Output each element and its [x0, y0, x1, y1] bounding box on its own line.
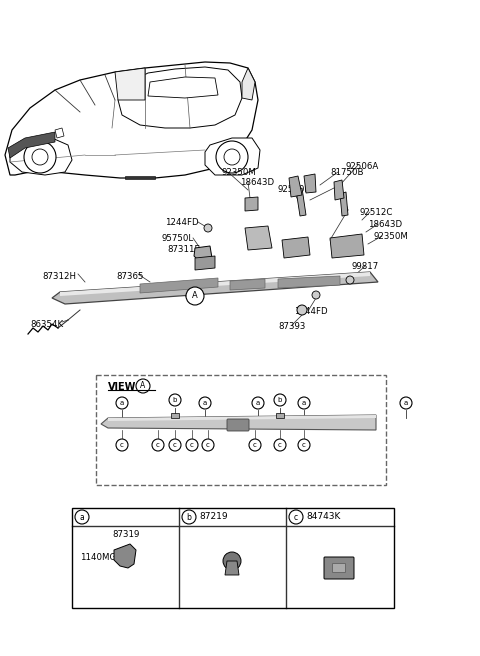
Circle shape: [24, 141, 56, 173]
Bar: [171, 413, 179, 418]
Polygon shape: [118, 67, 242, 128]
Polygon shape: [114, 544, 136, 568]
Polygon shape: [340, 192, 348, 216]
Polygon shape: [245, 197, 258, 211]
Polygon shape: [55, 128, 64, 138]
FancyBboxPatch shape: [324, 557, 354, 579]
Text: 87219: 87219: [199, 512, 228, 521]
Polygon shape: [140, 278, 218, 293]
Polygon shape: [195, 256, 215, 270]
Polygon shape: [304, 174, 316, 193]
Polygon shape: [242, 68, 255, 100]
Text: c: c: [278, 442, 282, 448]
Polygon shape: [115, 68, 145, 100]
Bar: [276, 413, 284, 418]
Polygon shape: [296, 188, 306, 216]
Text: 87312H: 87312H: [42, 272, 76, 281]
FancyBboxPatch shape: [333, 564, 346, 573]
FancyBboxPatch shape: [227, 419, 249, 431]
Polygon shape: [205, 138, 260, 175]
Text: a: a: [256, 400, 260, 406]
Text: 1140MG: 1140MG: [80, 553, 116, 562]
Text: 92512C: 92512C: [360, 208, 394, 217]
Polygon shape: [101, 415, 376, 430]
Text: b: b: [187, 512, 192, 522]
Polygon shape: [289, 176, 302, 197]
Polygon shape: [282, 237, 310, 258]
Polygon shape: [245, 226, 272, 250]
Polygon shape: [8, 132, 55, 158]
Text: 92506A: 92506A: [345, 162, 378, 171]
Circle shape: [224, 149, 240, 165]
Polygon shape: [278, 276, 340, 288]
Text: c: c: [120, 442, 124, 448]
Text: c: c: [156, 442, 160, 448]
Text: 92350M: 92350M: [222, 168, 257, 177]
Text: 18643D: 18643D: [368, 220, 402, 229]
Text: VIEW: VIEW: [108, 382, 136, 392]
Text: b: b: [173, 397, 177, 403]
Text: 84743K: 84743K: [306, 512, 340, 521]
Text: 87365: 87365: [116, 272, 144, 281]
Circle shape: [186, 287, 204, 305]
Text: A: A: [140, 382, 145, 390]
Bar: [96, 375, 386, 485]
Bar: [72, 508, 394, 608]
Text: a: a: [203, 400, 207, 406]
Text: c: c: [294, 512, 298, 522]
Text: 86354K: 86354K: [30, 320, 63, 329]
Circle shape: [32, 149, 48, 165]
Text: c: c: [206, 442, 210, 448]
Text: A: A: [192, 291, 198, 300]
Circle shape: [216, 141, 248, 173]
Text: 1244FD: 1244FD: [165, 218, 199, 227]
Circle shape: [204, 224, 212, 232]
Text: a: a: [302, 400, 306, 406]
Circle shape: [223, 552, 241, 570]
Polygon shape: [230, 279, 265, 290]
Text: a: a: [120, 400, 124, 406]
Circle shape: [312, 291, 320, 299]
Polygon shape: [194, 246, 212, 262]
Text: 87311E: 87311E: [167, 245, 200, 254]
Text: 81750B: 81750B: [330, 168, 363, 177]
Text: a: a: [404, 400, 408, 406]
Polygon shape: [60, 272, 370, 296]
Text: 92350M: 92350M: [374, 232, 409, 241]
Polygon shape: [108, 415, 376, 421]
Text: c: c: [253, 442, 257, 448]
Text: 95750L: 95750L: [161, 234, 193, 243]
Text: 87319: 87319: [112, 530, 139, 539]
Text: 92510F: 92510F: [278, 185, 311, 194]
Polygon shape: [10, 138, 72, 175]
Text: c: c: [173, 442, 177, 448]
Polygon shape: [125, 176, 155, 179]
Polygon shape: [52, 272, 378, 304]
Text: 99817: 99817: [352, 262, 379, 271]
Polygon shape: [5, 62, 258, 178]
Polygon shape: [148, 77, 218, 98]
Text: b: b: [278, 397, 282, 403]
Text: c: c: [190, 442, 194, 448]
Text: 87393: 87393: [278, 322, 305, 331]
Polygon shape: [334, 180, 344, 200]
Polygon shape: [225, 561, 239, 575]
Text: c: c: [302, 442, 306, 448]
Polygon shape: [330, 234, 364, 258]
Circle shape: [297, 305, 307, 315]
Text: 18643D: 18643D: [240, 178, 274, 187]
Text: a: a: [80, 512, 84, 522]
Text: 1244FD: 1244FD: [294, 307, 328, 316]
Circle shape: [346, 276, 354, 284]
